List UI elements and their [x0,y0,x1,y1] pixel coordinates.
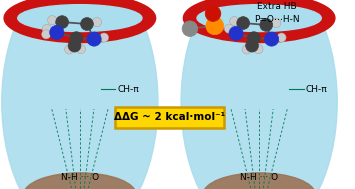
Ellipse shape [181,0,337,189]
Ellipse shape [229,26,243,40]
Text: P=O⋯H-N: P=O⋯H-N [254,15,300,24]
Ellipse shape [237,17,250,29]
Ellipse shape [224,24,234,33]
Ellipse shape [197,5,321,32]
Ellipse shape [206,17,224,35]
Ellipse shape [76,44,86,54]
Ellipse shape [184,0,335,43]
Ellipse shape [254,44,263,54]
Ellipse shape [4,0,155,43]
Text: CH-π: CH-π [305,84,327,94]
Ellipse shape [205,6,221,21]
Ellipse shape [42,30,51,39]
Ellipse shape [2,0,158,189]
FancyBboxPatch shape [115,107,224,128]
Ellipse shape [260,19,273,31]
Ellipse shape [242,45,251,54]
Ellipse shape [99,33,109,42]
Ellipse shape [182,21,198,36]
Ellipse shape [68,39,81,52]
Ellipse shape [70,32,83,44]
Ellipse shape [56,16,69,29]
Text: N-H ··· O: N-H ··· O [240,173,278,182]
Ellipse shape [277,33,286,42]
Ellipse shape [50,25,64,40]
Ellipse shape [203,173,315,189]
Ellipse shape [18,5,142,32]
Ellipse shape [42,24,51,34]
Ellipse shape [264,32,279,46]
Ellipse shape [247,32,260,44]
Ellipse shape [48,16,57,25]
Ellipse shape [65,45,74,54]
Text: N-H ··· O: N-H ··· O [61,173,99,182]
Ellipse shape [246,39,258,52]
Ellipse shape [272,19,281,28]
Ellipse shape [92,18,102,27]
Text: CH-π: CH-π [117,84,139,94]
Ellipse shape [230,17,239,26]
Text: Extra HB: Extra HB [257,2,297,11]
Ellipse shape [24,173,136,189]
Text: ΔΔG ~ 2 kcal·mol⁻¹: ΔΔG ~ 2 kcal·mol⁻¹ [114,112,225,122]
Ellipse shape [87,32,101,46]
Ellipse shape [81,18,93,30]
